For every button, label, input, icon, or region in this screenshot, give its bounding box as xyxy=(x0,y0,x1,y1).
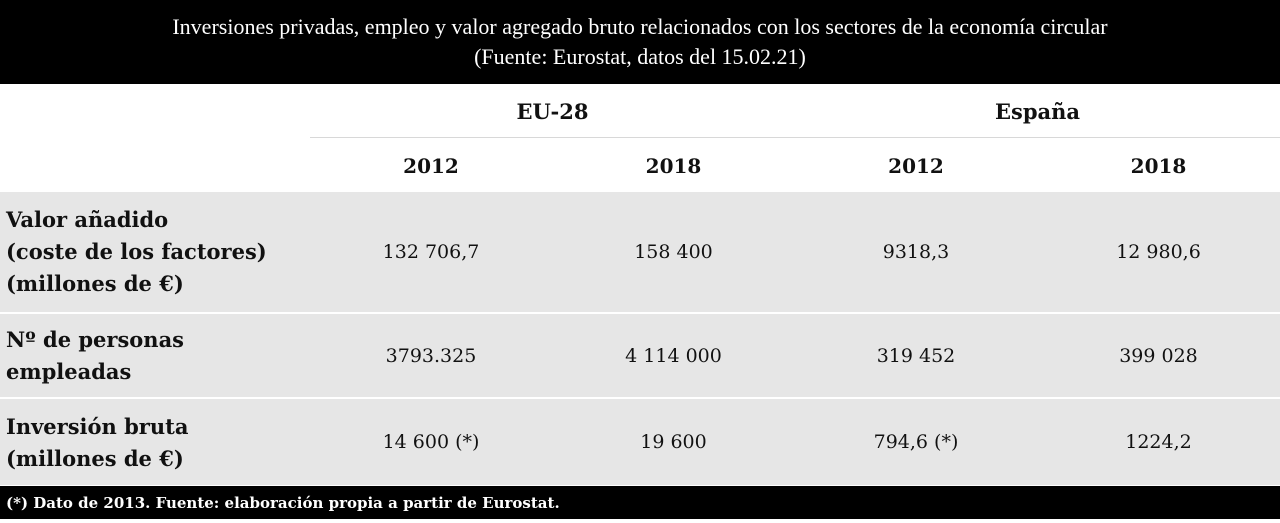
cell-es-2012: 9318,3 xyxy=(882,241,950,263)
table-source: (Fuente: Eurostat, datos del 15.02.21) xyxy=(474,44,806,69)
year-header-eu-2018: 2018 xyxy=(645,154,702,178)
group-header-spain: España xyxy=(995,98,1080,124)
table-title-bar: Inversiones privadas, empleo y valor agr… xyxy=(0,0,1280,84)
cell-eu-2012: 132 706,7 xyxy=(382,241,480,263)
cell-es-2018: 12 980,6 xyxy=(1116,241,1201,263)
cell-eu-2018: 19 600 xyxy=(640,431,707,453)
cell-es-2012: 794,6 (*) xyxy=(873,431,959,453)
table-row-valor-anadido: Valor añadido (coste de los factores) (m… xyxy=(0,192,1280,312)
row-label: Inversión bruta (millones de €) xyxy=(6,414,189,471)
cell-eu-2018: 4 114 000 xyxy=(625,344,722,367)
cell-eu-2018: 158 400 xyxy=(634,241,713,263)
cell-eu-2012: 14 600 (*) xyxy=(382,431,480,453)
cell-es-2012: 319 452 xyxy=(876,344,956,367)
year-header-eu-2012: 2012 xyxy=(403,154,459,178)
year-header-es-2012: 2012 xyxy=(888,154,944,178)
year-header-es-2018: 2018 xyxy=(1130,154,1187,178)
cell-eu-2012: 3793.325 xyxy=(385,344,477,367)
table-row-inversion-bruta: Inversión bruta (millones de €) 14 600 (… xyxy=(0,399,1280,485)
group-header-eu: EU-28 xyxy=(516,98,589,124)
table-row-personas-empleadas: Nº de personas empleadas 3793.325 4 114 … xyxy=(0,314,1280,397)
row-label: Valor añadido (coste de los factores) (m… xyxy=(6,207,267,296)
row-label: Nº de personas empleadas xyxy=(6,327,184,384)
table-title: Inversiones privadas, empleo y valor agr… xyxy=(172,14,1108,39)
group-divider xyxy=(310,137,1280,138)
table-footnote: (*) Dato de 2013. Fuente: elaboración pr… xyxy=(0,486,1280,519)
cell-es-2018: 399 028 xyxy=(1119,344,1198,367)
cell-es-2018: 1224,2 xyxy=(1125,431,1192,453)
